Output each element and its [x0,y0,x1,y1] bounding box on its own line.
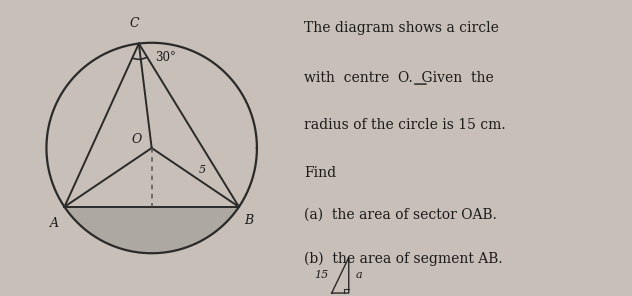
Text: a: a [356,270,362,280]
Text: (b)  the area of segment AB.: (b) the area of segment AB. [305,252,503,266]
Text: 5: 5 [199,165,206,175]
Polygon shape [64,207,239,253]
Text: B: B [244,214,253,227]
Text: The diagram shows a circle: The diagram shows a circle [305,21,499,35]
Text: C: C [130,17,140,30]
Text: radius of the circle is 15 cm.: radius of the circle is 15 cm. [305,118,506,132]
Text: Find: Find [305,166,336,180]
Text: with  centre  O.  Given  the: with centre O. Given the [305,71,494,85]
Text: A: A [50,217,59,230]
Text: 15: 15 [314,270,328,280]
Text: 30°: 30° [155,51,176,64]
Text: O: O [132,133,142,146]
Text: (a)  the area of sector OAB.: (a) the area of sector OAB. [305,207,497,221]
